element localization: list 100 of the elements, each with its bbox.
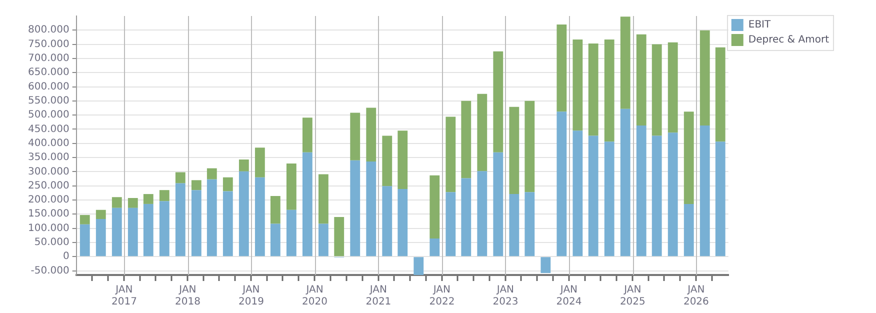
y-tick-label: 600.000 — [28, 81, 70, 92]
x-tick-label: JAN 2026 — [683, 284, 709, 308]
bar — [191, 190, 202, 256]
bar — [636, 34, 646, 126]
bar — [604, 39, 614, 142]
bar — [350, 112, 360, 160]
x-tick-label: JAN 2019 — [238, 284, 264, 308]
bar — [334, 216, 344, 256]
bar — [191, 180, 202, 190]
bar — [286, 163, 296, 210]
bar — [80, 214, 90, 224]
bar — [175, 183, 186, 256]
y-tick-label: 100.000 — [28, 222, 70, 234]
bar — [143, 194, 154, 204]
bar — [128, 198, 138, 208]
bar — [398, 188, 408, 256]
bar — [461, 100, 472, 178]
bar — [572, 39, 583, 131]
bar — [302, 118, 312, 152]
y-tick-label: 200.000 — [28, 194, 70, 206]
bar — [366, 161, 376, 256]
bar — [524, 100, 535, 192]
bar — [684, 112, 694, 204]
bar — [477, 94, 488, 172]
bar — [222, 177, 233, 192]
y-tick-label: -50.000 — [30, 265, 70, 276]
bar — [366, 108, 376, 162]
bar — [206, 168, 217, 180]
bar — [588, 43, 598, 136]
y-tick-label: 150.000 — [28, 208, 70, 220]
x-tick-label: JAN 2025 — [620, 284, 646, 308]
bar — [238, 171, 249, 256]
bar — [96, 218, 106, 256]
legend-label: Deprec & Amort — [748, 34, 830, 46]
bar — [206, 179, 217, 256]
y-tick-label: 300.000 — [28, 166, 70, 178]
bar — [620, 16, 630, 109]
bar — [477, 171, 488, 256]
bar — [700, 126, 710, 256]
bar — [572, 130, 583, 256]
bar — [652, 44, 662, 136]
bar — [540, 257, 551, 274]
bar — [175, 172, 186, 184]
y-tick-label: 750.000 — [28, 38, 70, 50]
x-tick-label: JAN 2024 — [556, 284, 582, 308]
bar — [302, 152, 312, 256]
bar — [620, 108, 630, 256]
bar — [270, 196, 280, 224]
bar — [382, 186, 392, 256]
bar — [254, 177, 265, 256]
bar — [159, 190, 170, 202]
bar — [556, 24, 567, 112]
y-tick-label: 550.000 — [28, 96, 70, 107]
y-tick-label: 650.000 — [28, 67, 70, 78]
bar — [318, 224, 328, 256]
y-tick-label: 50.000 — [34, 237, 70, 248]
bar — [143, 204, 154, 256]
bar — [80, 224, 90, 256]
bar — [430, 175, 440, 238]
bar — [604, 142, 614, 256]
y-tick-label: 0 — [62, 251, 70, 262]
bar — [461, 178, 472, 256]
bar — [286, 210, 296, 256]
bar — [636, 126, 646, 256]
bar — [556, 112, 567, 256]
bar — [159, 201, 170, 256]
y-tick-label: 250.000 — [28, 180, 70, 192]
bar — [350, 160, 360, 256]
bar — [270, 224, 280, 256]
bar — [493, 152, 504, 256]
bar — [254, 148, 265, 178]
bar — [509, 106, 520, 194]
bar — [112, 208, 122, 256]
bar — [382, 136, 392, 186]
bar — [588, 136, 598, 256]
x-tick-label: JAN 2023 — [492, 284, 518, 308]
bar — [668, 132, 678, 256]
bar — [715, 47, 726, 142]
y-tick-label: 350.000 — [28, 152, 70, 164]
bar — [668, 42, 678, 133]
y-tick-label: 800.000 — [28, 24, 70, 36]
x-tick-label: JAN 2022 — [429, 284, 455, 308]
bar — [222, 191, 233, 256]
bar — [96, 210, 106, 219]
y-tick-label: 700.000 — [28, 53, 70, 64]
x-tick-label: JAN 2018 — [174, 284, 200, 308]
bar — [446, 192, 456, 256]
bar — [700, 30, 710, 126]
bar — [128, 208, 138, 256]
y-tick-label: 400.000 — [28, 138, 70, 149]
bar — [715, 142, 726, 256]
x-tick-label: JAN 2020 — [302, 284, 328, 308]
bar — [430, 238, 440, 256]
x-tick-label: JAN 2017 — [111, 284, 137, 308]
bar — [684, 204, 694, 256]
legend-label: EBIT — [748, 20, 772, 31]
bar — [318, 174, 328, 224]
bar — [524, 192, 535, 256]
bar — [414, 257, 424, 275]
y-tick-label: 450.000 — [28, 124, 70, 135]
